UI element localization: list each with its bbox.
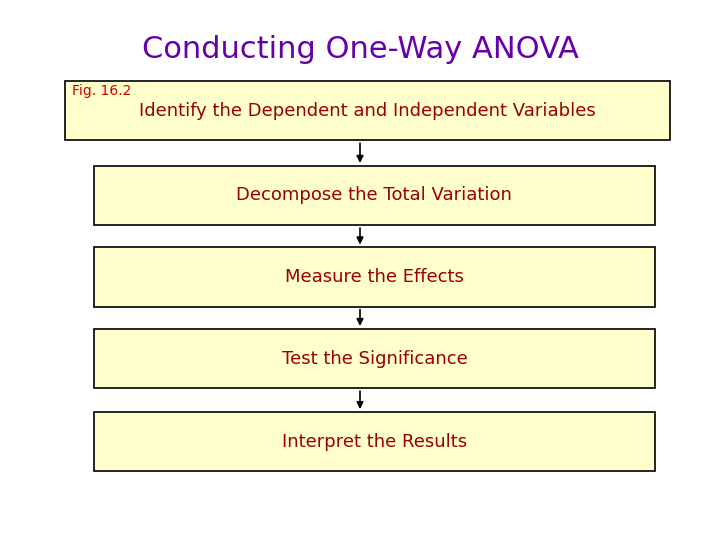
FancyBboxPatch shape (94, 166, 655, 225)
FancyBboxPatch shape (94, 412, 655, 471)
Text: Interpret the Results: Interpret the Results (282, 433, 467, 451)
Text: Measure the Effects: Measure the Effects (285, 268, 464, 286)
FancyBboxPatch shape (65, 81, 670, 140)
Text: Conducting One-Way ANOVA: Conducting One-Way ANOVA (142, 35, 578, 64)
FancyBboxPatch shape (94, 247, 655, 307)
Text: Decompose the Total Variation: Decompose the Total Variation (236, 186, 513, 205)
Text: Test the Significance: Test the Significance (282, 349, 467, 368)
Text: Fig. 16.2: Fig. 16.2 (72, 84, 131, 98)
FancyBboxPatch shape (94, 329, 655, 388)
Text: Identify the Dependent and Independent Variables: Identify the Dependent and Independent V… (139, 102, 595, 120)
